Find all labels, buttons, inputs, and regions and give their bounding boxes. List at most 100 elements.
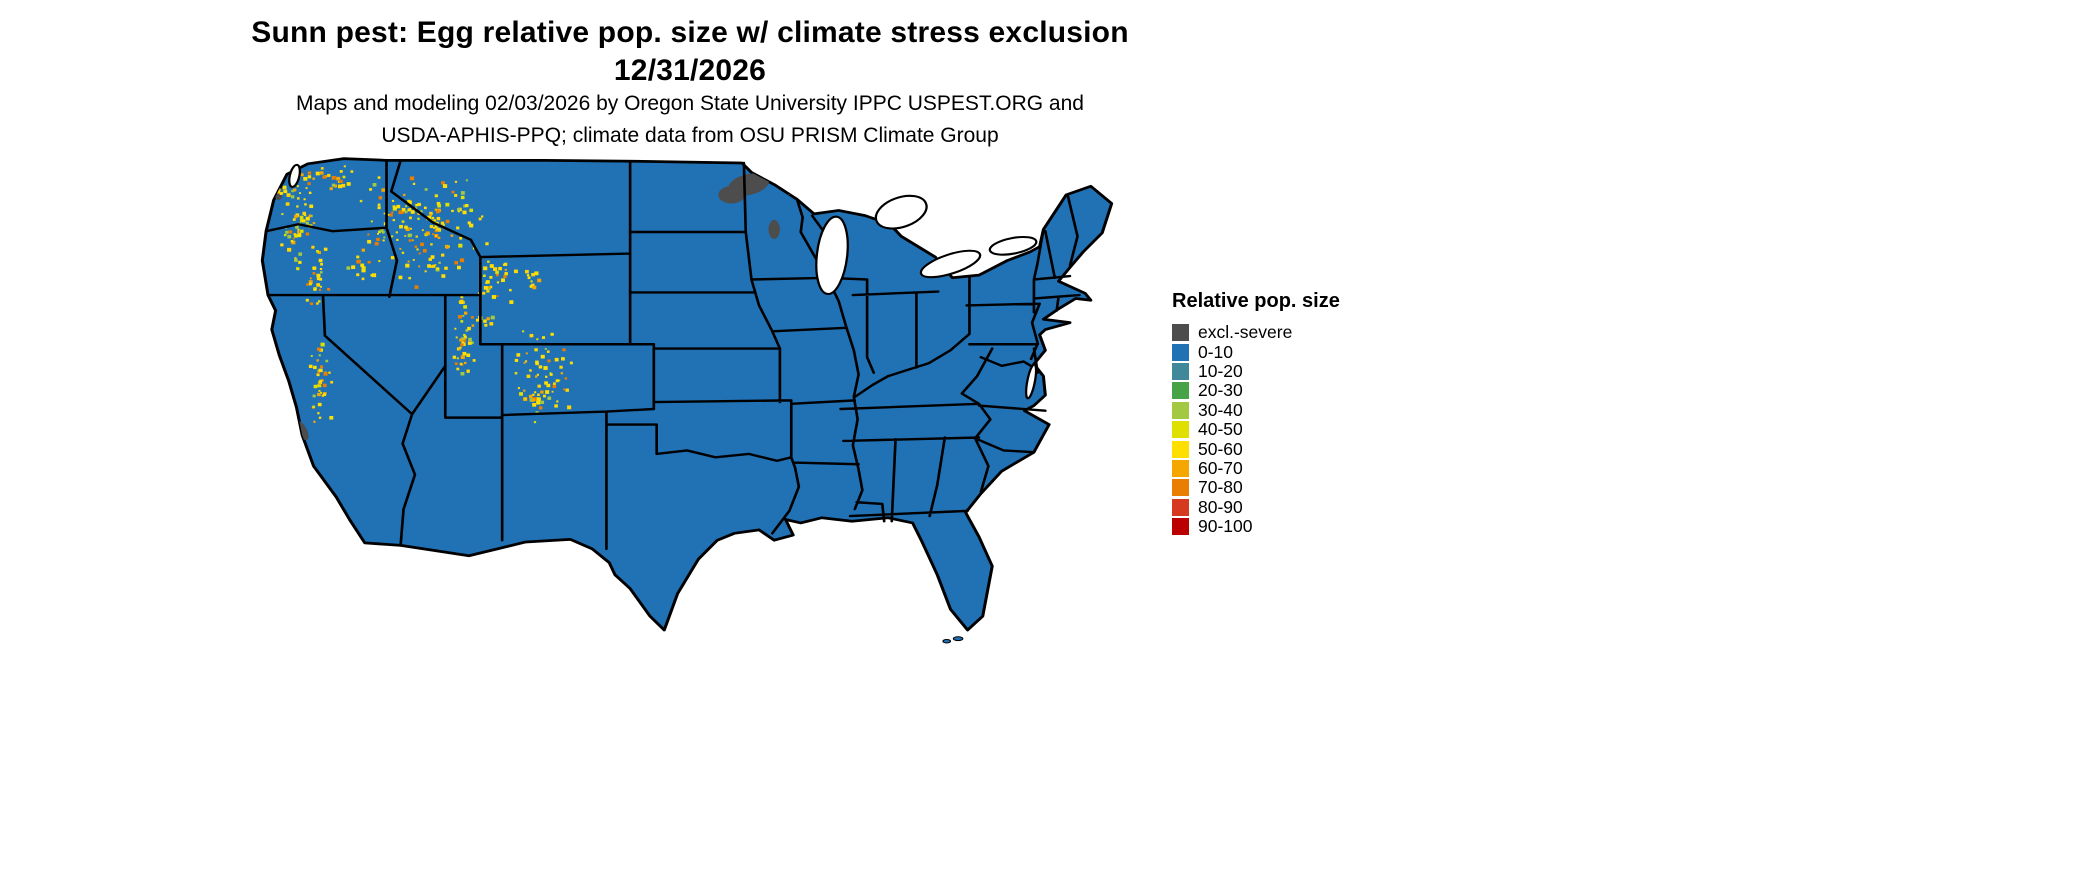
high-population-speckle: [455, 336, 458, 339]
high-population-speckle: [457, 210, 460, 213]
map-title: Sunn pest: Egg relative pop. size w/ cli…: [0, 14, 1380, 90]
high-population-speckle: [797, 188, 800, 191]
high-population-speckle: [288, 230, 293, 234]
high-population-speckle: [482, 291, 486, 295]
high-population-speckle: [293, 188, 297, 192]
high-population-speckle: [399, 247, 402, 250]
high-population-speckle: [319, 171, 324, 175]
high-population-speckle: [378, 230, 381, 234]
high-population-speckle: [317, 392, 321, 397]
high-population-speckle: [272, 182, 276, 185]
high-population-speckle: [495, 270, 499, 275]
high-population-speckle: [535, 411, 539, 415]
high-population-speckle: [465, 329, 469, 332]
high-population-speckle: [311, 245, 315, 249]
high-population-speckle: [550, 332, 554, 336]
subtitle-line-1: Maps and modeling 02/03/2026 by Oregon S…: [296, 92, 1084, 115]
high-population-speckle: [405, 263, 410, 268]
high-population-speckle: [554, 404, 558, 408]
high-population-speckle: [478, 217, 482, 221]
legend-swatch: [1172, 518, 1189, 536]
chesapeake-bay: [1024, 363, 1038, 400]
high-population-speckle: [294, 257, 297, 260]
high-population-speckle: [540, 400, 545, 404]
high-population-speckle: [484, 323, 488, 327]
legend-swatch: [1172, 459, 1189, 477]
high-population-speckle: [411, 239, 414, 242]
high-population-speckle: [283, 189, 288, 194]
high-population-speckle: [523, 389, 526, 392]
high-population-speckle: [361, 266, 365, 269]
legend-item: 20-30: [1172, 380, 1340, 400]
high-population-speckle: [409, 227, 412, 230]
high-population-speckle: [369, 188, 373, 191]
high-population-speckle: [509, 300, 514, 304]
high-population-speckle: [514, 358, 519, 362]
high-population-speckle: [519, 392, 523, 396]
high-population-speckle: [309, 204, 314, 209]
high-population-speckle: [408, 276, 411, 280]
high-population-speckle: [436, 216, 441, 221]
high-population-speckle: [341, 183, 346, 188]
high-population-speckle: [277, 190, 281, 194]
high-population-speckle: [483, 274, 486, 278]
high-population-speckle: [561, 357, 565, 361]
high-population-speckle: [553, 382, 556, 385]
high-population-speckle: [529, 398, 534, 402]
high-population-speckle: [483, 266, 488, 271]
high-population-speckle: [304, 203, 307, 206]
legend-item-label: 60-70: [1198, 457, 1243, 478]
high-population-speckle: [442, 184, 448, 188]
legend-item: 60-70: [1172, 457, 1340, 478]
high-population-speckle: [305, 298, 309, 302]
high-population-speckle: [563, 388, 566, 391]
high-population-speckle: [295, 225, 299, 229]
legend-item: 10-20: [1172, 361, 1340, 381]
high-population-speckle: [526, 274, 530, 277]
high-population-speckle: [522, 330, 525, 333]
high-population-speckle: [292, 237, 295, 240]
high-population-speckle: [420, 242, 424, 247]
high-population-speckle: [318, 258, 323, 263]
high-population-speckle: [466, 369, 470, 373]
high-population-speckle: [297, 233, 302, 238]
high-population-speckle: [538, 406, 543, 410]
high-population-speckle: [517, 387, 520, 390]
high-population-speckle: [317, 383, 322, 388]
legend-item-label: 50-60: [1198, 438, 1243, 459]
high-population-speckle: [461, 342, 466, 346]
high-population-speckle: [297, 228, 300, 231]
high-population-speckle: [404, 225, 408, 229]
high-population-speckle: [300, 173, 304, 177]
high-population-speckle: [531, 272, 535, 277]
legend-item-label: 40-50: [1198, 419, 1243, 440]
high-population-speckle: [423, 206, 427, 210]
high-population-speckle: [532, 285, 537, 290]
title-line-1: Sunn pest: Egg relative pop. size w/ cli…: [251, 16, 1129, 49]
high-population-speckle: [378, 260, 381, 263]
high-population-speckle: [420, 210, 423, 213]
high-population-speckle: [434, 225, 438, 229]
high-population-speckle: [313, 365, 317, 370]
high-population-speckle: [551, 390, 554, 393]
high-population-speckle: [308, 191, 312, 195]
high-population-speckle: [504, 268, 507, 271]
map-subtitle: Maps and modeling 02/03/2026 by Oregon S…: [0, 88, 1380, 152]
high-population-speckle: [331, 183, 335, 187]
high-population-speckle: [361, 248, 366, 252]
high-population-speckle: [790, 189, 793, 192]
high-population-speckle: [282, 185, 287, 190]
legend-item: 40-50: [1172, 419, 1340, 440]
high-population-speckle: [525, 352, 528, 355]
high-population-speckle: [300, 229, 304, 233]
high-population-speckle: [306, 283, 309, 286]
high-population-speckle: [342, 175, 346, 179]
high-population-speckle: [543, 366, 548, 370]
high-population-speckle: [392, 205, 396, 208]
legend-item: 30-40: [1172, 400, 1340, 420]
high-population-speckle: [549, 372, 552, 374]
high-population-speckle: [456, 226, 460, 230]
high-population-speckle: [400, 210, 405, 214]
legend-title: Relative pop. size: [1172, 290, 1340, 312]
high-population-speckle: [463, 311, 468, 315]
